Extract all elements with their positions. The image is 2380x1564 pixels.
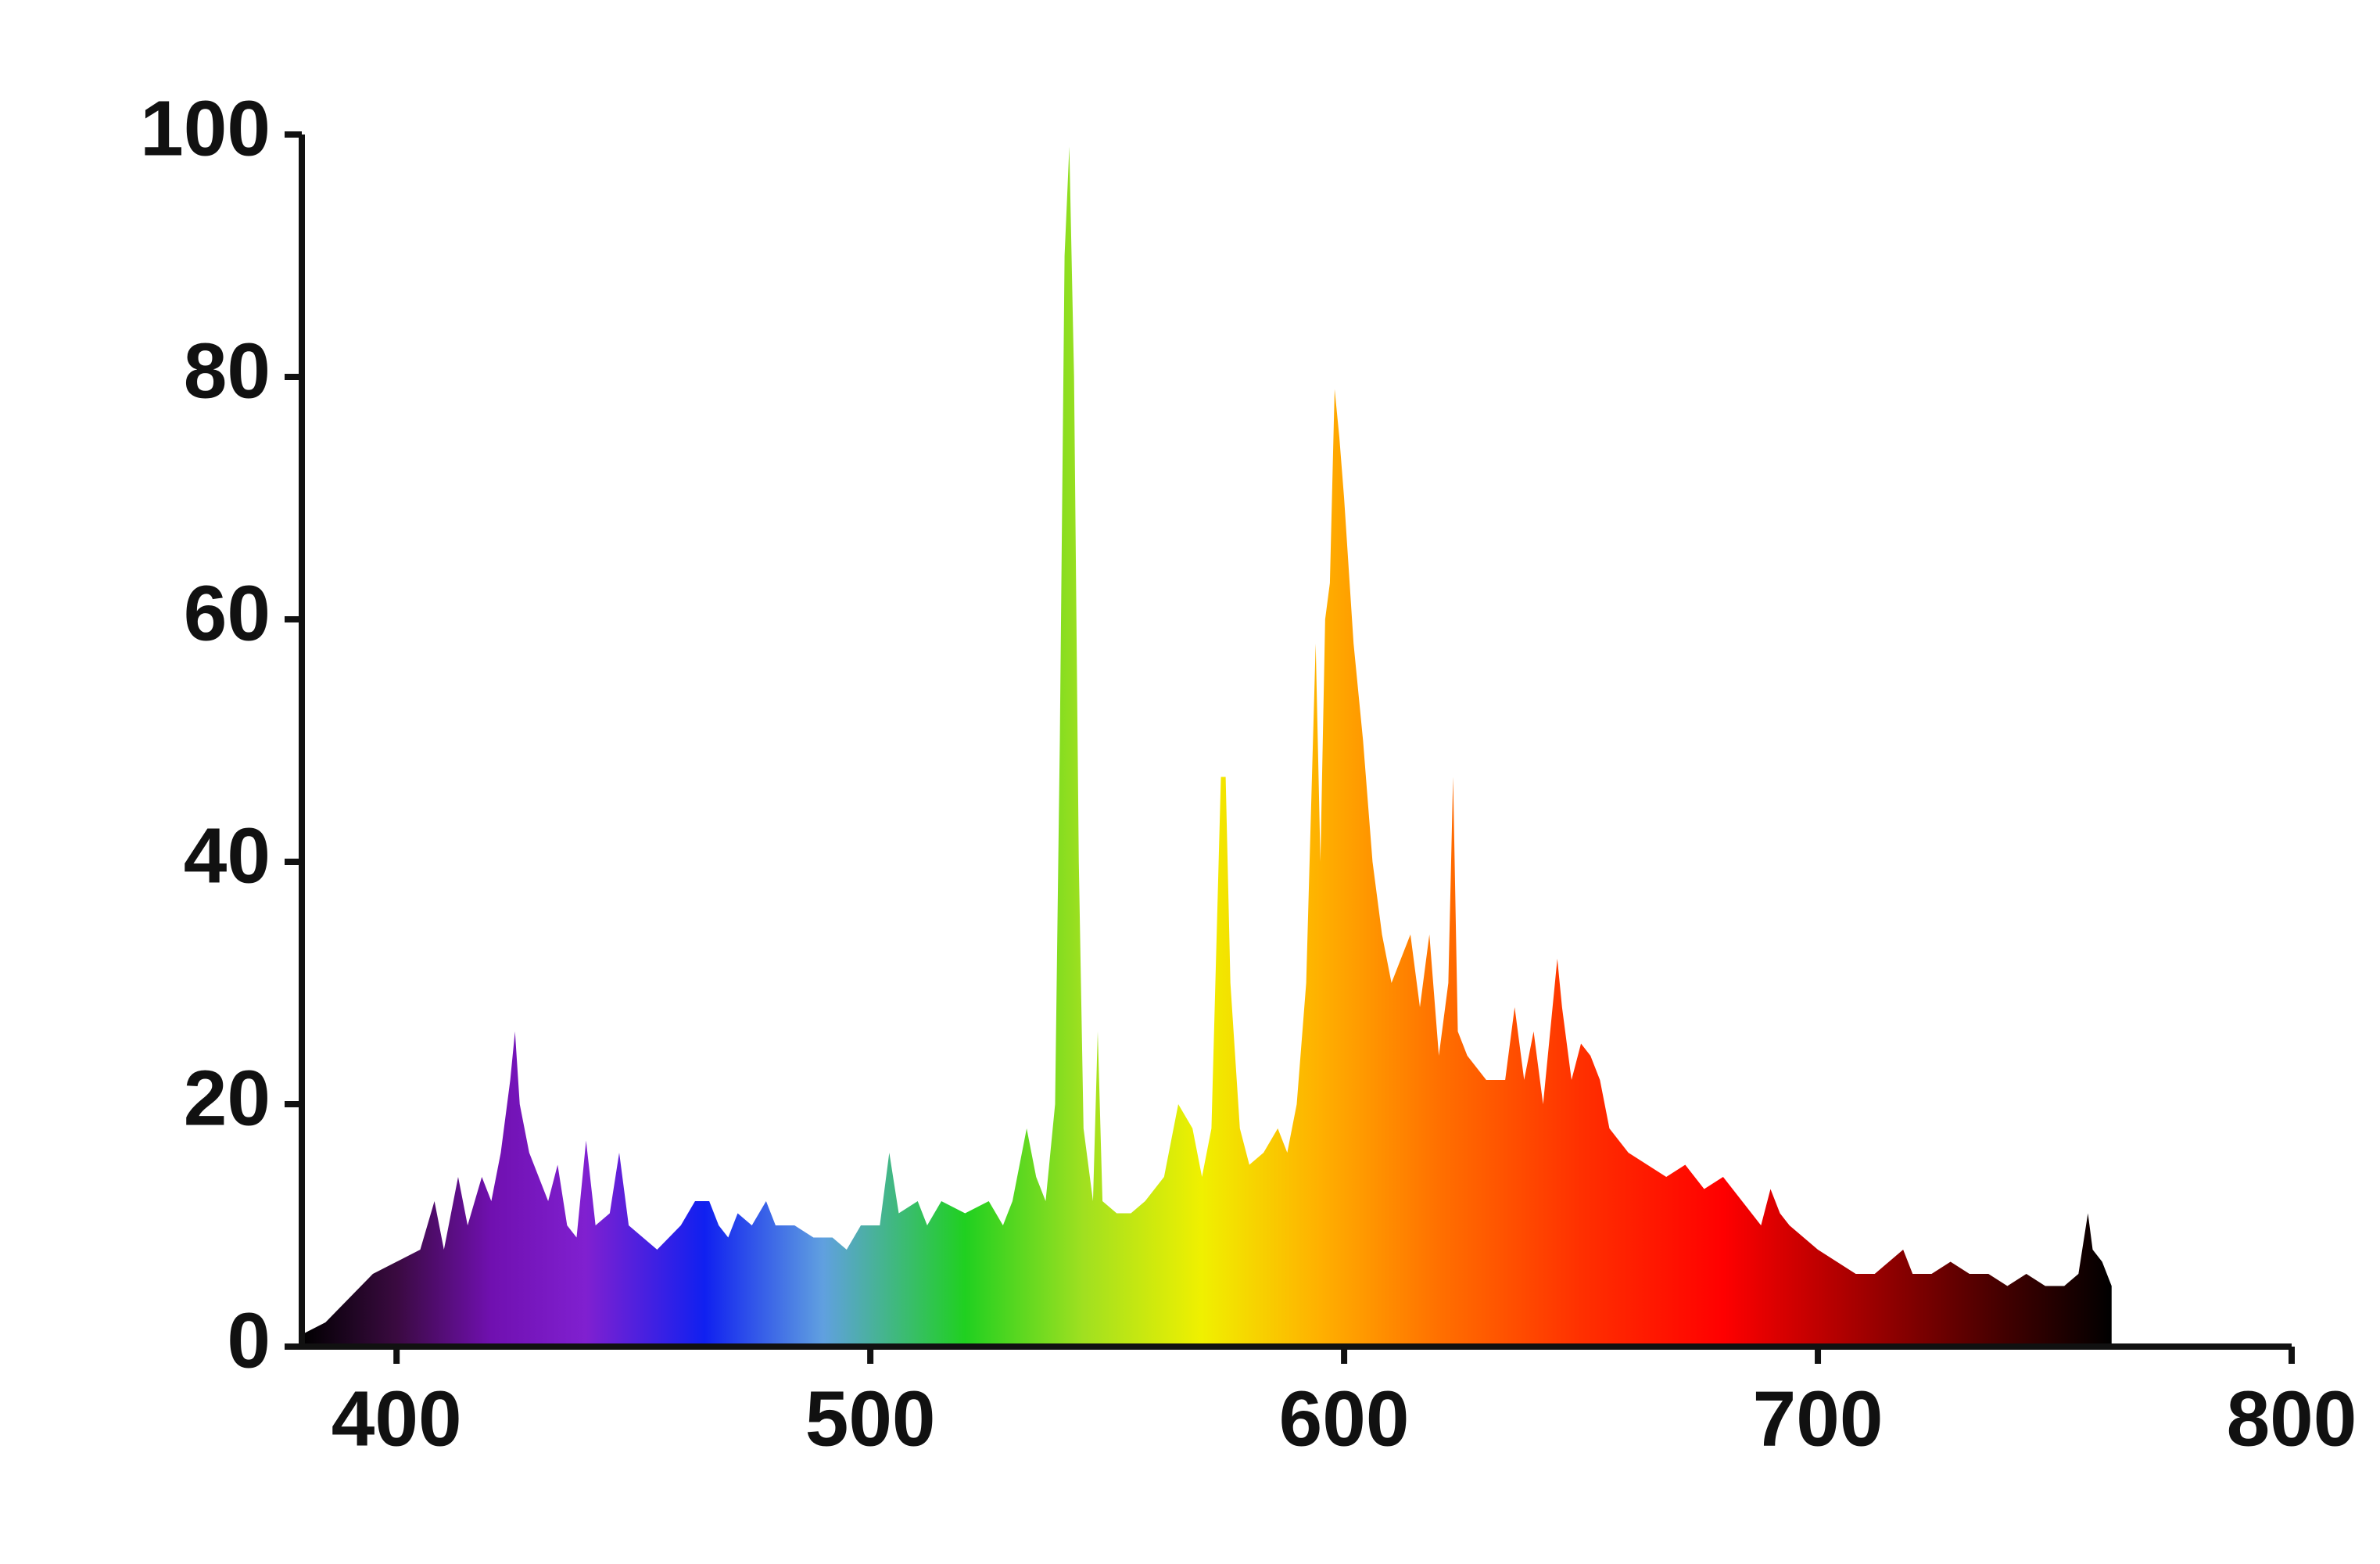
- x-tick-label: 800: [2227, 1375, 2357, 1462]
- x-tick-label: 700: [1753, 1375, 1884, 1462]
- y-tick-label: 20: [184, 1054, 271, 1142]
- x-tick-label: 500: [805, 1375, 936, 1462]
- x-tick-label: 400: [332, 1375, 462, 1462]
- y-tick-label: 0: [227, 1297, 271, 1384]
- y-tick-label: 40: [184, 812, 271, 899]
- spectrum-area: [302, 146, 2112, 1347]
- y-tick-label: 100: [140, 84, 271, 172]
- y-tick-label: 80: [184, 327, 271, 414]
- x-tick-label: 600: [1279, 1375, 1410, 1462]
- y-tick-label: 60: [184, 569, 271, 657]
